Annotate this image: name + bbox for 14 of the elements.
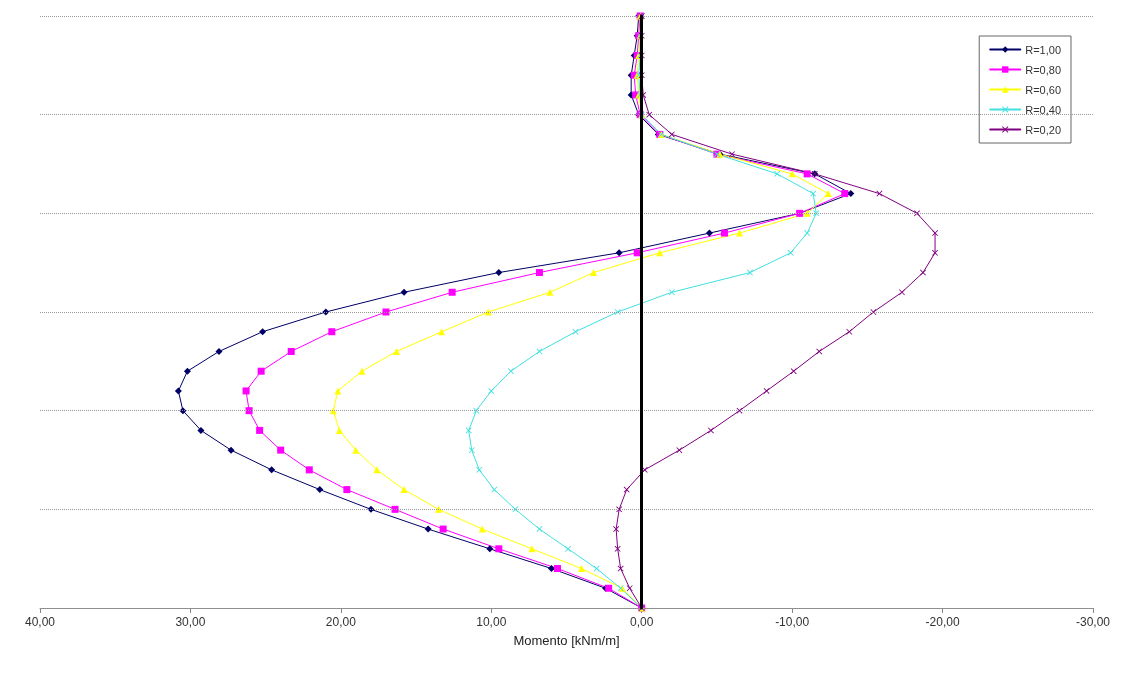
legend-label: R=0,60 [1025,83,1061,96]
x-tick-label: 20,00 [325,615,357,629]
legend-label: R=0,40 [1025,103,1061,116]
x-axis-title: Momento [kNm/m] [513,633,620,648]
x-tick-label: 0,00 [630,615,654,629]
x-tick-label: -30,00 [1075,615,1111,629]
x-tick-label: 40,00 [24,615,56,629]
legend-label: R=0,20 [1025,123,1061,136]
x-tick-label: -20,00 [925,615,960,629]
legend-label: R=1,00 [1025,43,1061,56]
legend-label: R=0,80 [1025,63,1061,76]
x-tick-label: 30,00 [175,615,206,629]
x-tick-label: -10,00 [775,615,810,629]
x-tick-label: 10,00 [476,615,507,629]
